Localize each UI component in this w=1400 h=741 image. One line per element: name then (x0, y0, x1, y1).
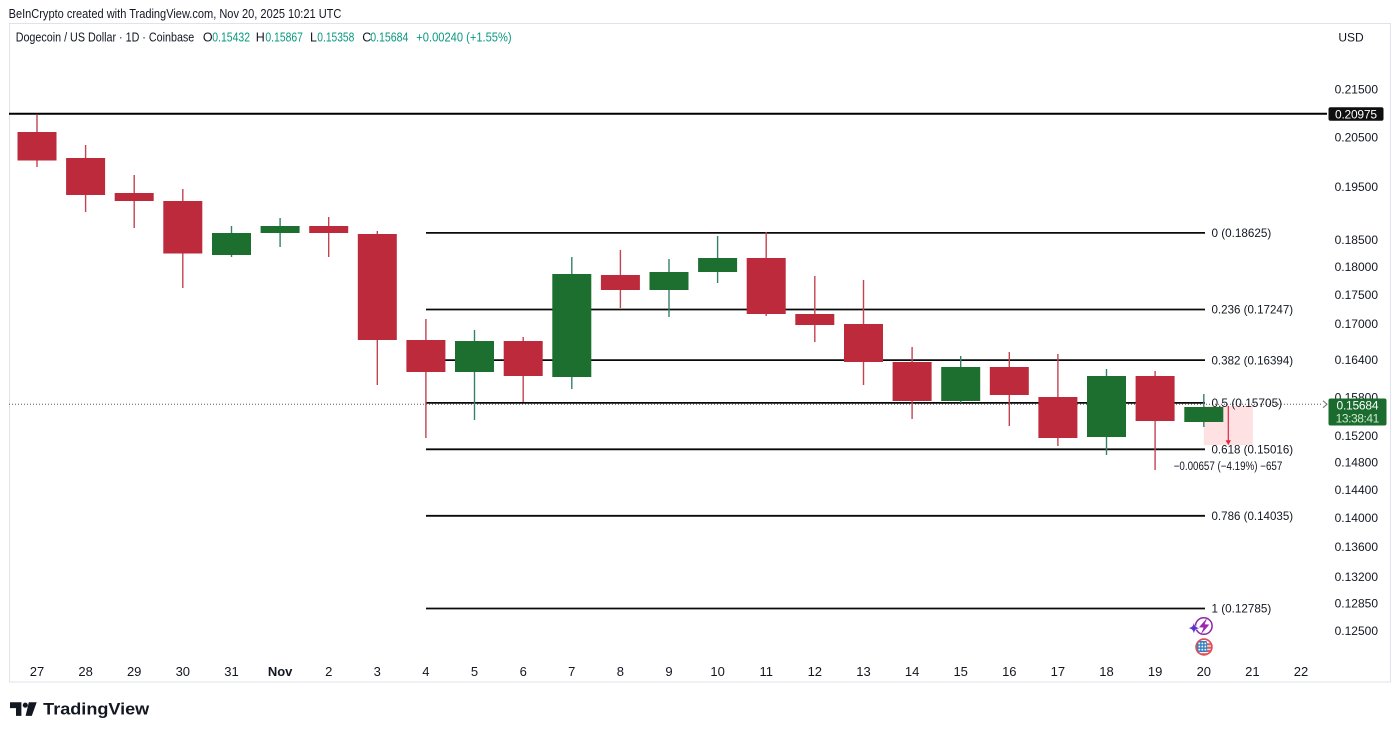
svg-text:0.19500: 0.19500 (1335, 180, 1379, 194)
svg-text:0.15358: 0.15358 (317, 30, 354, 44)
svg-text:29: 29 (127, 664, 141, 679)
svg-text:Dogecoin / US Dollar · 1D · Co: Dogecoin / US Dollar · 1D · Coinbase (16, 30, 195, 44)
svg-text:L: L (310, 30, 317, 44)
svg-text:0.17500: 0.17500 (1335, 288, 1379, 302)
svg-text:19: 19 (1148, 664, 1162, 679)
svg-text:7: 7 (568, 664, 575, 679)
svg-text:+0.00240 (+1.55%): +0.00240 (+1.55%) (416, 30, 511, 44)
svg-text:0.13600: 0.13600 (1335, 540, 1379, 554)
svg-text:C: C (362, 30, 371, 44)
svg-text:10: 10 (710, 664, 724, 679)
svg-text:9: 9 (665, 664, 672, 679)
svg-text:13:38:41: 13:38:41 (1336, 412, 1380, 426)
svg-text:17: 17 (1051, 664, 1065, 679)
svg-text:11: 11 (759, 664, 773, 679)
svg-text:15: 15 (953, 664, 967, 679)
svg-text:0.15200: 0.15200 (1335, 429, 1379, 443)
svg-text:22: 22 (1294, 664, 1308, 679)
svg-text:0.20975: 0.20975 (1335, 107, 1377, 121)
svg-text:0.15867: 0.15867 (265, 30, 303, 44)
svg-text:0.618 (0.15016): 0.618 (0.15016) (1212, 443, 1294, 457)
svg-text:3: 3 (374, 664, 381, 679)
svg-text:4: 4 (422, 664, 429, 679)
svg-text:TradingView: TradingView (43, 700, 149, 718)
svg-text:0.18000: 0.18000 (1335, 260, 1379, 274)
svg-text:H: H (256, 30, 265, 44)
svg-text:21: 21 (1245, 664, 1259, 679)
svg-text:0.15684: 0.15684 (370, 30, 408, 44)
svg-text:0.15432: 0.15432 (212, 30, 250, 44)
svg-text:27: 27 (30, 664, 44, 679)
svg-text:30: 30 (176, 664, 190, 679)
svg-text:18: 18 (1099, 664, 1113, 679)
svg-text:0.236 (0.17247): 0.236 (0.17247) (1212, 303, 1294, 317)
svg-text:14: 14 (905, 664, 919, 679)
svg-text:5: 5 (471, 664, 478, 679)
svg-text:1 (0.12785): 1 (0.12785) (1212, 602, 1272, 616)
svg-text:0.382 (0.16394): 0.382 (0.16394) (1212, 353, 1294, 367)
svg-text:0.5 (0.15705): 0.5 (0.15705) (1212, 396, 1283, 410)
svg-text:0.16400: 0.16400 (1335, 353, 1379, 367)
svg-text:0.20500: 0.20500 (1335, 130, 1379, 144)
svg-text:USD: USD (1338, 31, 1364, 45)
svg-text:0.18500: 0.18500 (1335, 233, 1379, 247)
svg-text:O: O (203, 30, 213, 44)
svg-text:−0.00657 (−4.19%) −657: −0.00657 (−4.19%) −657 (1174, 461, 1283, 473)
svg-text:12: 12 (808, 664, 822, 679)
svg-text:Nov: Nov (268, 664, 293, 679)
svg-text:0.12850: 0.12850 (1335, 597, 1379, 611)
svg-text:BeInCrypto created with Tradin: BeInCrypto created with TradingView.com,… (9, 7, 342, 21)
svg-text:0.21500: 0.21500 (1335, 83, 1379, 97)
svg-text:0 (0.18625): 0 (0.18625) (1212, 226, 1272, 240)
svg-text:2: 2 (325, 664, 332, 679)
svg-text:0.14400: 0.14400 (1335, 483, 1379, 497)
svg-text:0.14000: 0.14000 (1335, 511, 1379, 525)
svg-text:0.13200: 0.13200 (1335, 570, 1379, 584)
svg-text:13: 13 (856, 664, 870, 679)
svg-text:16: 16 (1002, 664, 1016, 679)
svg-text:8: 8 (617, 664, 624, 679)
svg-text:0.15684: 0.15684 (1337, 399, 1379, 413)
svg-text:0.786 (0.14035): 0.786 (0.14035) (1212, 509, 1294, 523)
svg-text:0.17000: 0.17000 (1335, 317, 1379, 331)
svg-text:28: 28 (78, 664, 92, 679)
svg-text:0.14800: 0.14800 (1335, 456, 1379, 470)
svg-text:20: 20 (1197, 664, 1211, 679)
svg-text:31: 31 (224, 664, 238, 679)
svg-text:0.12500: 0.12500 (1335, 624, 1379, 638)
svg-text:6: 6 (520, 664, 527, 679)
